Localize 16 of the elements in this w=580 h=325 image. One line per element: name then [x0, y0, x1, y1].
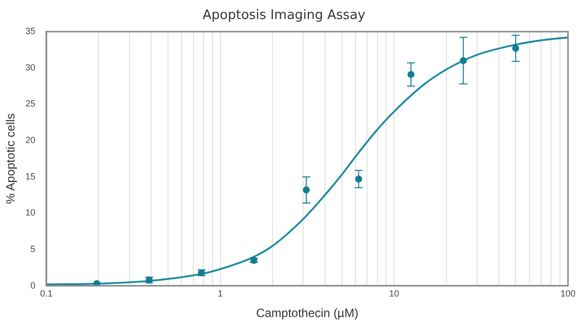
y-tick-label: 15	[25, 171, 36, 182]
chart-title: Apoptosis Imaging Assay	[202, 8, 366, 24]
x-tick-label: 10	[389, 288, 400, 299]
x-tick-label: 100	[560, 288, 576, 299]
x-tick-label: 0.1	[40, 288, 53, 299]
point	[93, 280, 100, 286]
y-tick-label: 35	[25, 26, 36, 36]
y-axis-title: % Apoptotic cells	[4, 113, 18, 204]
y-tick-label: 10	[25, 208, 36, 218]
x-axis-title: Camptothecin (µM)	[256, 306, 358, 320]
y-tick-label: 25	[25, 98, 36, 109]
y-tick-label: 20	[25, 135, 36, 146]
y-tick-label: 5	[30, 244, 36, 254]
x-tick-label: 1	[218, 288, 223, 299]
y-tick-label: 30	[25, 62, 36, 72]
y-tick-label: 0	[30, 280, 36, 290]
